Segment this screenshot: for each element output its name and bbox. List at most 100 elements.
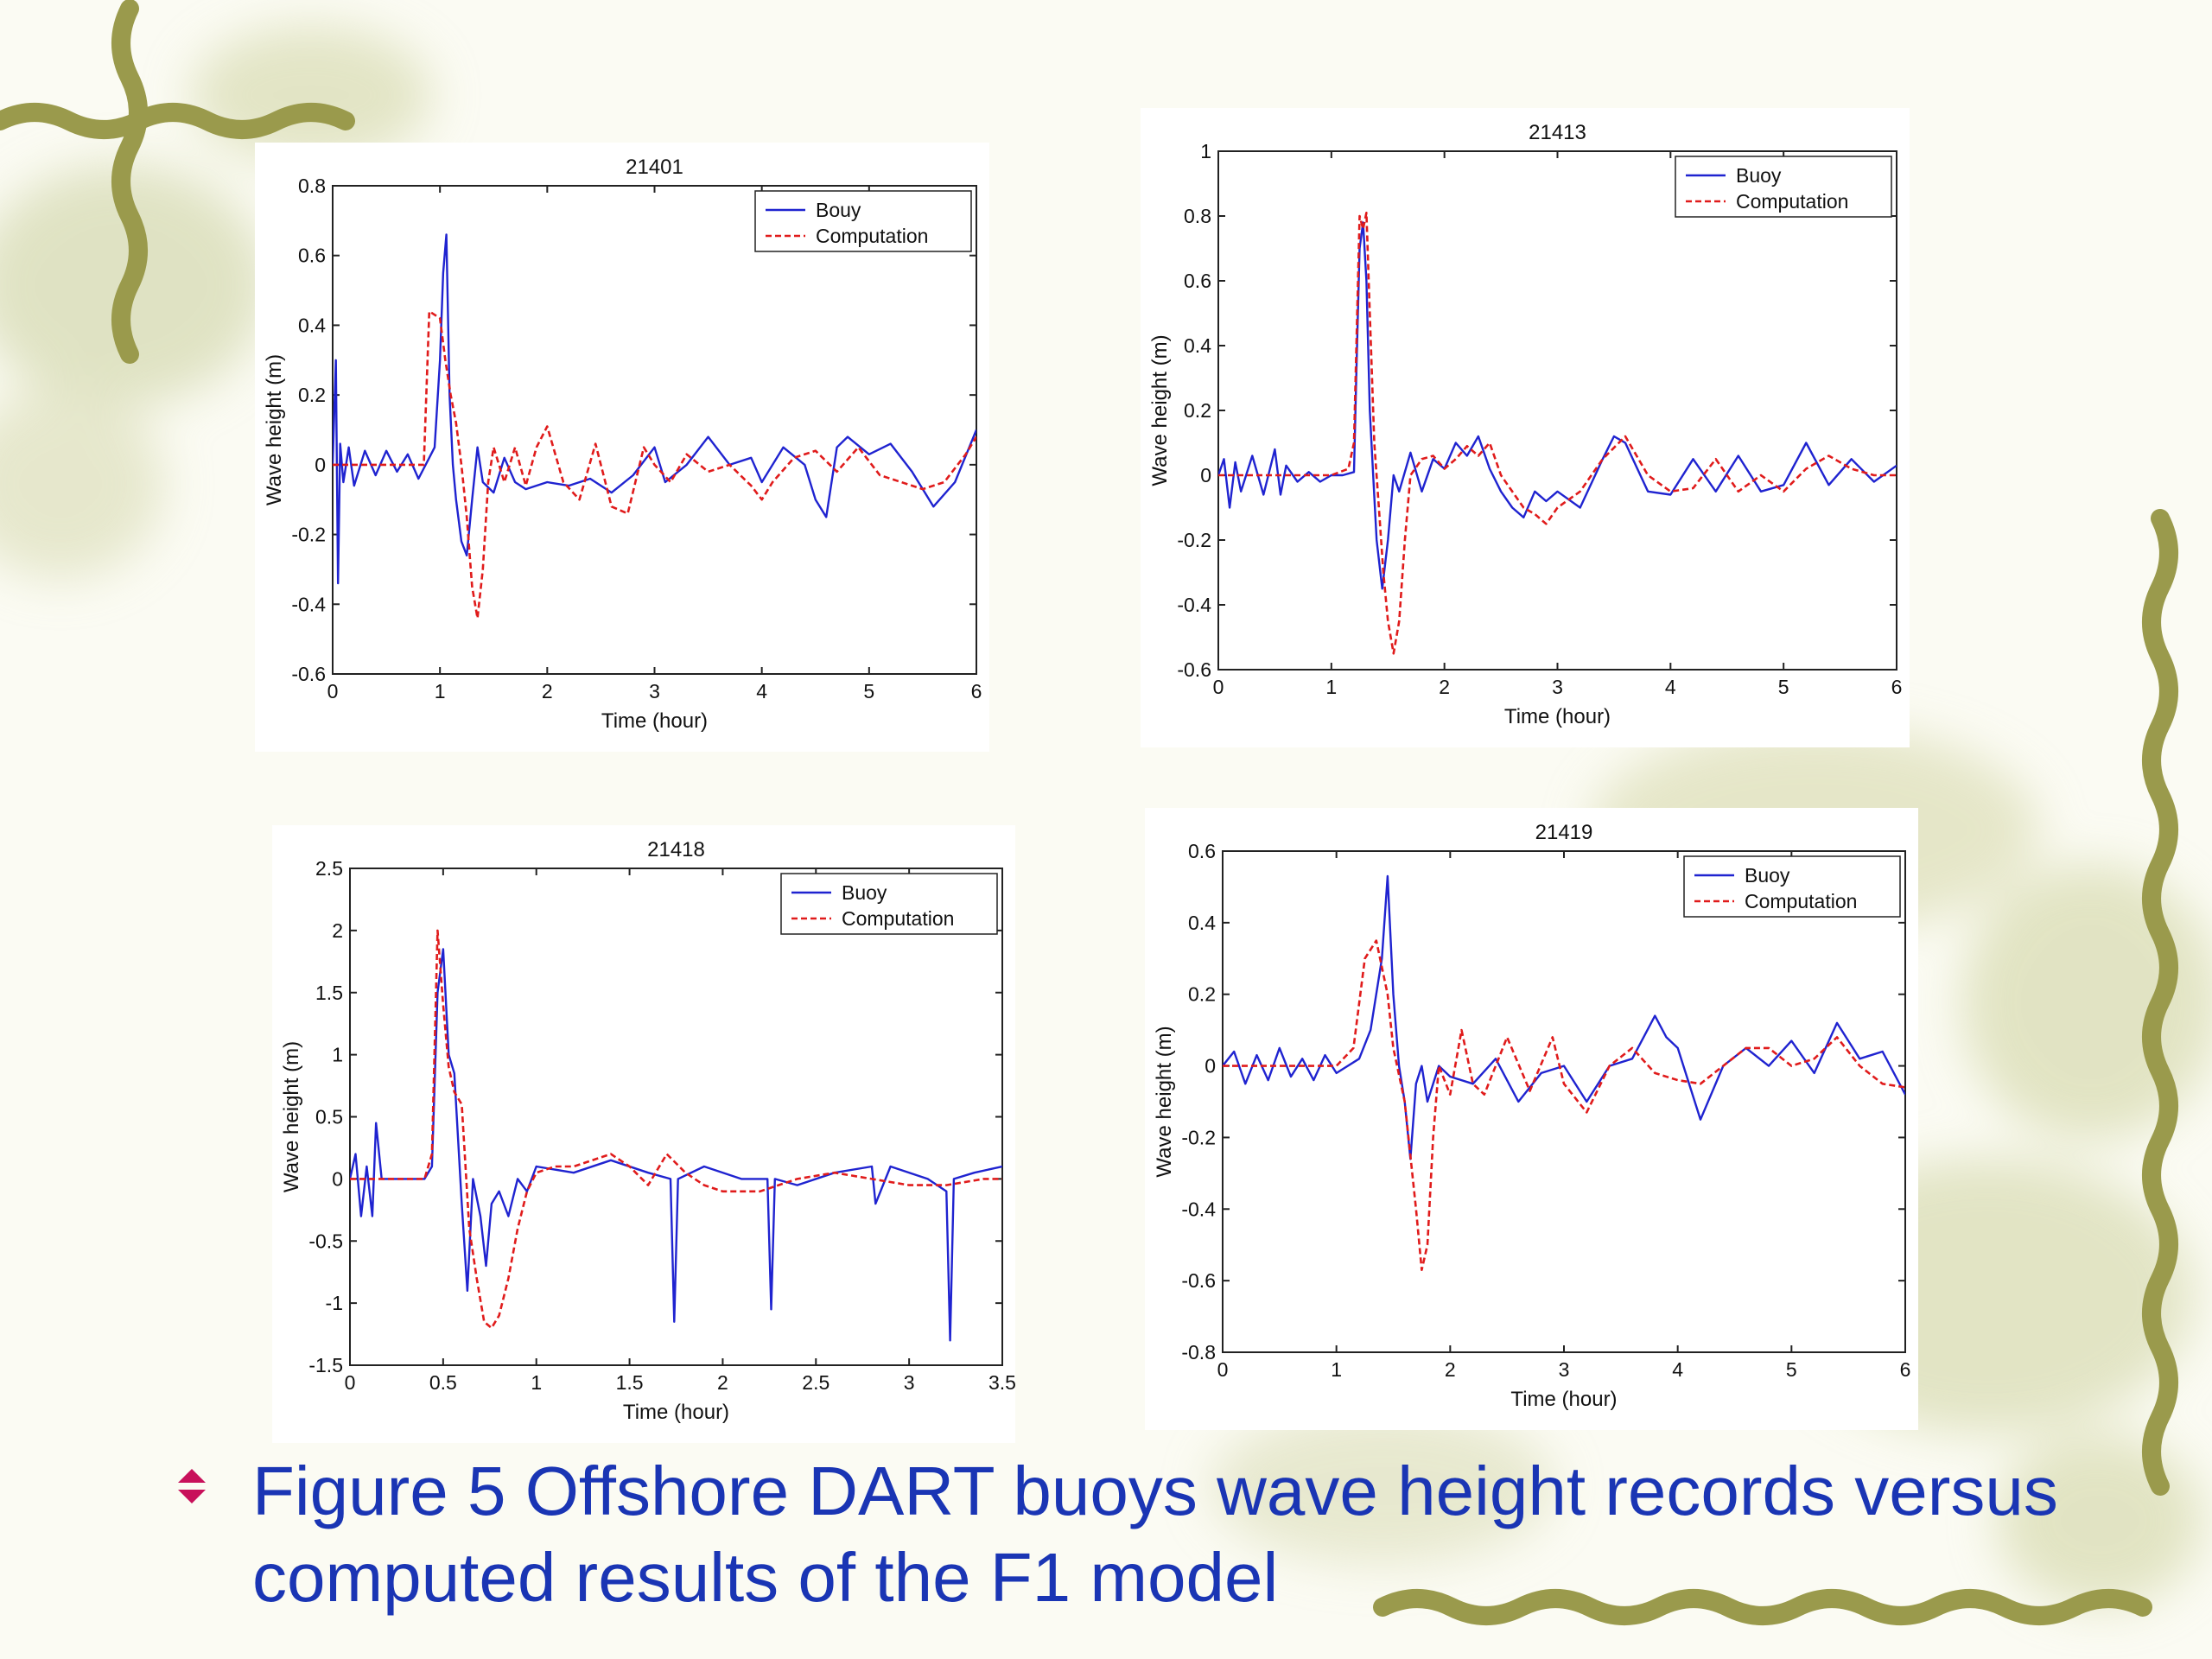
vine-decoration: [0, 0, 2178, 1625]
plot-area: [349, 868, 1003, 1366]
x-tick-label: 6: [971, 680, 982, 702]
chart-title: 21419: [1535, 821, 1593, 844]
y-tick-label: 2: [332, 919, 343, 942]
series-line-computation: [1218, 212, 1897, 655]
y-axis-label: Wave height (m): [280, 1041, 303, 1192]
chart-21418: 21418 0 0.5 1 1.5 2 2.5 3 3.5 -1.5 -1 -0.5 0 0.5 1 1.5 2…: [280, 838, 1015, 1424]
legend-label: Computation: [842, 907, 954, 930]
x-tick-label: 5: [1786, 1358, 1797, 1381]
x-tick-label: 2: [1439, 676, 1450, 698]
x-axis-label: Time (hour): [1510, 1388, 1617, 1411]
y-axis-label: Wave height (m): [1148, 334, 1172, 486]
chart-title: 21413: [1529, 121, 1586, 144]
y-tick-label: 1: [332, 1044, 343, 1066]
y-tick-label: -0.2: [291, 524, 326, 546]
legend-box: [754, 190, 972, 252]
y-tick-label: 0.2: [1184, 399, 1211, 422]
legend-label: Computation: [1745, 890, 1857, 912]
x-tick-label: 2: [542, 680, 553, 702]
x-tick-label: 1: [1331, 1358, 1342, 1381]
x-tick-label: 3: [649, 680, 660, 702]
chart-21413: 21413 0 1 2 3 4 5 6 -0.6 -0.4 -0.2 0 0.2 0.4 0.6 0.8 1 Ti…: [1148, 121, 1903, 728]
legend-label: Computation: [1736, 190, 1848, 213]
x-axis-label: Time (hour): [623, 1401, 729, 1424]
x-tick-label: 5: [863, 680, 874, 702]
chart-title: 21401: [626, 156, 683, 179]
y-tick-label: 0.8: [1184, 205, 1211, 227]
chart-panel-21413: 21413 0 1 2 3 4 5 6 -0.6 -0.4 -0.2 0 0.2 0.4 0.6 0.8 1 Ti…: [1141, 108, 1910, 747]
legend-label: Computation: [816, 225, 928, 247]
series-line-computation: [1223, 939, 1905, 1272]
legend-box: [1683, 855, 1901, 918]
y-tick-label: -0.5: [308, 1230, 343, 1252]
y-tick-label: 0.6: [1184, 270, 1211, 292]
y-tick-label: 0.2: [1188, 983, 1216, 1006]
x-tick-label: 2.5: [802, 1371, 830, 1394]
x-axis-label: Time (hour): [1504, 705, 1611, 728]
y-tick-label: 0: [315, 454, 326, 476]
x-tick-label: 1: [1325, 676, 1337, 698]
y-tick-label: 1.5: [315, 982, 343, 1004]
x-tick-label: 2: [1445, 1358, 1456, 1381]
y-tick-label: 0.4: [1188, 912, 1216, 934]
y-tick-label: -0.4: [1181, 1198, 1216, 1220]
y-tick-label: -0.4: [291, 593, 326, 615]
y-tick-label: 0.4: [1184, 334, 1211, 357]
legend-label: Buoy: [842, 881, 887, 904]
y-tick-label: 2.5: [315, 857, 343, 880]
series-line-bouy: [333, 233, 976, 585]
x-tick-label: 0: [1217, 1358, 1229, 1381]
chart-panel-21418: 21418 0 0.5 1 1.5 2 2.5 3 3.5 -1.5 -1 -0.5 0 0.5 1 1.5 2…: [272, 825, 1015, 1443]
x-tick-label: 6: [1891, 676, 1903, 698]
x-tick-label: 1: [531, 1371, 542, 1394]
y-tick-label: -1: [326, 1292, 343, 1314]
x-tick-label: 6: [1900, 1358, 1911, 1381]
legend: Buoy Computation: [1683, 855, 1901, 918]
series-line-computation: [350, 929, 1002, 1330]
y-axis-label: Wave height (m): [1153, 1026, 1176, 1177]
chart-panel-21419: 21419 0 1 2 3 4 5 6 -0.8 -0.6 -0.4 -0.2 0 0.2 0.4 0.6 Ti…: [1145, 808, 1918, 1430]
y-tick-label: -0.6: [291, 663, 326, 685]
y-tick-label: -0.6: [1177, 658, 1211, 681]
legend-label: Buoy: [1736, 164, 1782, 187]
y-tick-label: 0.6: [298, 245, 326, 267]
y-tick-label: 0: [332, 1167, 343, 1190]
legend-box: [780, 873, 998, 935]
x-tick-label: 2: [717, 1371, 728, 1394]
y-tick-label: 0: [1200, 464, 1211, 486]
y-tick-label: 0.6: [1188, 840, 1216, 862]
chart-title: 21418: [647, 838, 705, 861]
legend-box: [1675, 156, 1892, 218]
x-axis-label: Time (hour): [601, 709, 708, 733]
y-tick-label: 0.2: [298, 384, 326, 406]
series-line-computation: [333, 310, 976, 620]
chart-21419: 21419 0 1 2 3 4 5 6 -0.8 -0.6 -0.4 -0.2 0 0.2 0.4 0.6 Ti…: [1153, 821, 1911, 1411]
y-tick-label: -0.2: [1181, 1126, 1216, 1148]
chart-panel-21401: 21401 0 1 2 3 4 5 6 -0.6 -0.4 -0.2 0 0.2 0.4 0.6 0.8 Tim…: [255, 143, 989, 752]
y-tick-label: -0.8: [1181, 1341, 1216, 1363]
y-tick-label: 0.8: [298, 175, 326, 197]
x-tick-label: 0: [327, 680, 339, 702]
x-tick-label: 0.5: [429, 1371, 457, 1394]
x-tick-label: 5: [1778, 676, 1789, 698]
legend: Bouy Computation: [754, 190, 972, 252]
y-tick-label: 0.4: [298, 314, 326, 336]
x-tick-label: 1: [435, 680, 446, 702]
x-tick-label: 0: [1213, 676, 1224, 698]
x-tick-label: 3: [1552, 676, 1563, 698]
x-tick-label: 4: [1665, 676, 1676, 698]
y-tick-label: 1: [1200, 140, 1211, 162]
y-tick-label: 0: [1205, 1055, 1216, 1077]
y-tick-label: -0.6: [1181, 1269, 1216, 1292]
legend: Buoy Computation: [1675, 156, 1892, 218]
x-tick-label: 3: [1559, 1358, 1570, 1381]
plot-area: [1222, 850, 1906, 1353]
x-tick-label: 3: [904, 1371, 915, 1394]
x-tick-label: 4: [1672, 1358, 1683, 1381]
y-tick-label: 0.5: [315, 1106, 343, 1128]
y-axis-label: Wave height (m): [263, 354, 286, 505]
x-tick-label: 1.5: [616, 1371, 644, 1394]
x-tick-label: 3.5: [988, 1371, 1015, 1394]
y-tick-label: -1.5: [308, 1354, 343, 1376]
legend: Buoy Computation: [780, 873, 998, 935]
